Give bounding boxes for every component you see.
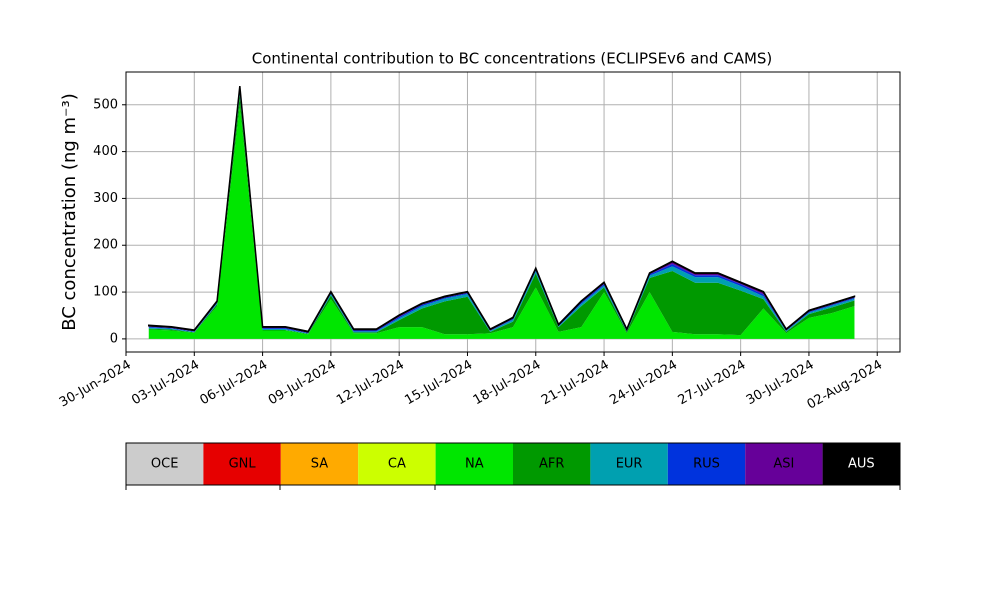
legend-swatch — [513, 443, 591, 485]
y-tick-label: 100 — [93, 285, 118, 300]
y-tick-label: 200 — [93, 238, 118, 253]
x-tick-label: 30-Jun-2024 — [57, 358, 134, 411]
y-tick-label: 0 — [110, 331, 118, 346]
area — [148, 85, 856, 333]
x-tick-label: 27-Jul-2024 — [676, 358, 749, 409]
x-tick-label: 15-Jul-2024 — [402, 358, 475, 409]
legend-label: SA — [311, 457, 328, 472]
legend-swatch — [822, 443, 900, 485]
area — [148, 104, 855, 339]
legend-swatch — [435, 443, 513, 485]
legend-swatch — [203, 443, 281, 485]
x-tick-label: 21-Jul-2024 — [539, 358, 612, 409]
y-tick-label: 500 — [93, 97, 118, 112]
legend-swatch — [590, 443, 668, 485]
x-tick-label: 09-Jul-2024 — [266, 358, 339, 409]
legend-label: AUS — [848, 457, 875, 472]
legend-label: RUS — [693, 457, 720, 472]
x-tick-label: 03-Jul-2024 — [129, 358, 202, 409]
y-tick-label: 400 — [93, 144, 118, 159]
legend-label: EUR — [616, 457, 643, 472]
legend-label: NA — [465, 457, 484, 472]
x-tick-label: 06-Jul-2024 — [198, 358, 271, 409]
x-tick-label: 02-Aug-2024 — [805, 358, 885, 413]
legend-swatch — [280, 443, 359, 485]
x-tick-label: 18-Jul-2024 — [471, 358, 544, 409]
x-tick-label: 12-Jul-2024 — [334, 358, 407, 409]
legend-label: AFR — [539, 457, 564, 472]
legend-swatch — [745, 443, 823, 485]
area — [148, 91, 855, 334]
x-tick-label: 24-Jul-2024 — [607, 358, 680, 409]
area — [148, 95, 855, 336]
legend-label: OCE — [151, 457, 179, 472]
legend-label: ASI — [773, 457, 794, 472]
y-axis-label: BC concentration (ng m⁻³) — [59, 93, 80, 331]
legend-label: CA — [388, 457, 406, 472]
legend-ticks — [125, 485, 901, 490]
y-tick-label: 300 — [93, 191, 118, 206]
plot-frame — [125, 71, 901, 353]
legend-swatch — [358, 443, 436, 485]
legend-frame — [125, 442, 901, 486]
legend-swatch — [667, 443, 746, 485]
legend-swatch — [126, 443, 204, 485]
chart-title: Continental contribution to BC concentra… — [252, 50, 773, 68]
legend-label: GNL — [229, 457, 257, 472]
